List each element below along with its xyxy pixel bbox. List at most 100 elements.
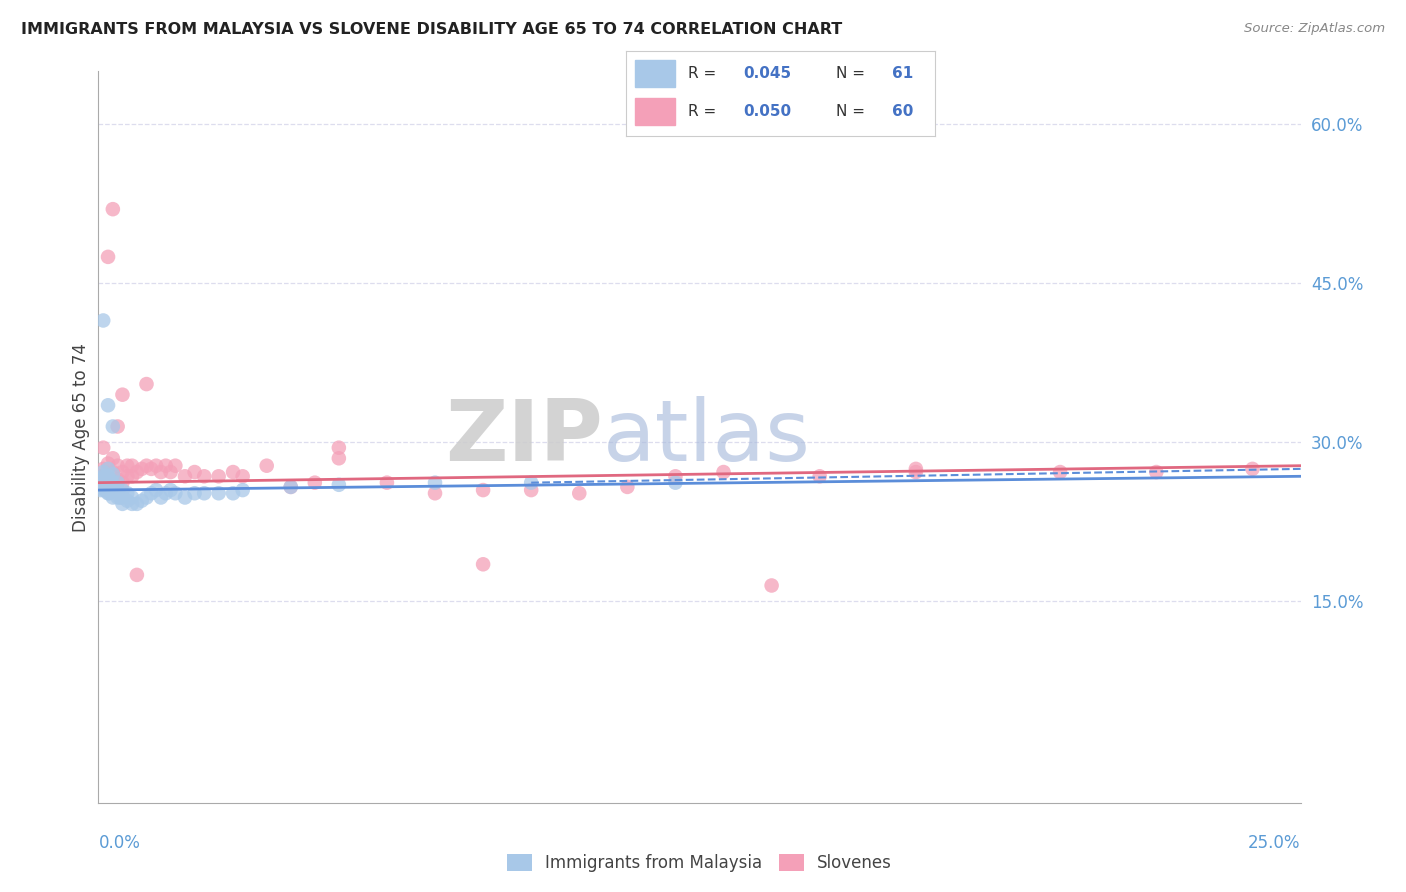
- Point: [107, 475, 129, 490]
- Text: 0.0%: 0.0%: [98, 834, 141, 852]
- Bar: [636, 60, 675, 87]
- Point: [423, 486, 446, 500]
- Point: [328, 477, 350, 491]
- Point: [101, 491, 124, 505]
- Point: [328, 451, 350, 466]
- Point: [101, 467, 124, 482]
- Point: [111, 475, 134, 490]
- Point: [193, 469, 215, 483]
- Point: [472, 558, 495, 572]
- Point: [98, 477, 121, 491]
- Point: [155, 486, 177, 500]
- Point: [107, 491, 129, 505]
- Point: [93, 475, 115, 490]
- Bar: [636, 98, 675, 126]
- Point: [664, 475, 686, 490]
- Point: [304, 475, 326, 490]
- Point: [104, 483, 127, 497]
- Point: [208, 469, 231, 483]
- Point: [101, 451, 124, 466]
- Point: [145, 458, 167, 473]
- Point: [90, 483, 112, 497]
- Point: [121, 469, 143, 483]
- Point: [568, 486, 591, 500]
- Point: [107, 419, 129, 434]
- Point: [91, 475, 114, 490]
- Point: [111, 491, 134, 505]
- Point: [101, 419, 124, 434]
- Point: [125, 497, 148, 511]
- Point: [904, 462, 927, 476]
- Point: [91, 477, 114, 491]
- Point: [280, 480, 302, 494]
- Point: [98, 486, 121, 500]
- Point: [761, 578, 783, 592]
- Point: [713, 465, 735, 479]
- Point: [232, 469, 254, 483]
- Point: [165, 458, 187, 473]
- Point: [664, 469, 686, 483]
- Point: [101, 202, 124, 216]
- Point: [904, 465, 927, 479]
- Point: [121, 491, 143, 505]
- Text: 25.0%: 25.0%: [1249, 834, 1301, 852]
- Text: 61: 61: [891, 66, 912, 81]
- Point: [141, 486, 163, 500]
- Point: [256, 458, 278, 473]
- Point: [117, 486, 139, 500]
- Point: [91, 475, 114, 490]
- Point: [117, 469, 139, 483]
- Point: [97, 462, 120, 476]
- Point: [159, 465, 181, 479]
- Point: [208, 486, 231, 500]
- Point: [111, 387, 134, 401]
- Point: [174, 491, 197, 505]
- Point: [141, 462, 163, 476]
- Point: [222, 486, 245, 500]
- Point: [100, 473, 122, 487]
- Point: [193, 486, 215, 500]
- Point: [91, 313, 114, 327]
- Legend: Immigrants from Malaysia, Slovenes: Immigrants from Malaysia, Slovenes: [501, 847, 898, 879]
- Point: [107, 458, 129, 473]
- Point: [94, 475, 117, 490]
- Point: [96, 483, 118, 497]
- Point: [101, 475, 124, 490]
- Point: [165, 486, 187, 500]
- Point: [520, 483, 543, 497]
- Point: [91, 480, 114, 494]
- Point: [131, 493, 153, 508]
- Point: [100, 483, 122, 497]
- Point: [155, 458, 177, 473]
- Text: IMMIGRANTS FROM MALAYSIA VS SLOVENE DISABILITY AGE 65 TO 74 CORRELATION CHART: IMMIGRANTS FROM MALAYSIA VS SLOVENE DISA…: [21, 22, 842, 37]
- Point: [107, 473, 129, 487]
- Point: [135, 458, 157, 473]
- Point: [111, 465, 134, 479]
- Point: [94, 469, 117, 483]
- Text: R =: R =: [688, 104, 721, 120]
- Point: [97, 457, 120, 471]
- Point: [121, 458, 143, 473]
- Text: N =: N =: [837, 104, 870, 120]
- Point: [97, 486, 120, 500]
- Point: [117, 493, 139, 508]
- Point: [93, 483, 115, 497]
- Point: [183, 465, 205, 479]
- Point: [97, 480, 120, 494]
- Point: [328, 441, 350, 455]
- Point: [97, 398, 120, 412]
- Point: [111, 483, 134, 497]
- Text: Source: ZipAtlas.com: Source: ZipAtlas.com: [1244, 22, 1385, 36]
- Point: [1144, 465, 1167, 479]
- Point: [183, 486, 205, 500]
- Point: [808, 469, 831, 483]
- Point: [101, 483, 124, 497]
- Point: [97, 250, 120, 264]
- Point: [149, 491, 172, 505]
- Text: 0.045: 0.045: [744, 66, 792, 81]
- Point: [101, 465, 124, 479]
- Point: [520, 475, 543, 490]
- Point: [280, 480, 302, 494]
- Point: [91, 462, 114, 476]
- Point: [91, 469, 114, 483]
